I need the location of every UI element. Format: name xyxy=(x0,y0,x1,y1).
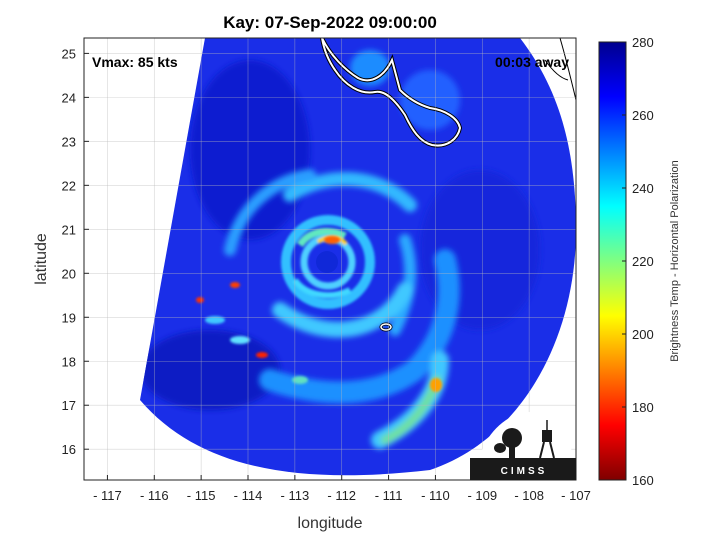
chart-title: Kay: 07-Sep-2022 09:00:00 xyxy=(223,13,437,32)
y-tick-label: 23 xyxy=(62,134,76,149)
x-tick-label: - 114 xyxy=(234,488,263,503)
colorbar-gradient xyxy=(598,41,627,481)
x-tick-label: - 112 xyxy=(327,488,356,503)
plot-area: - 117 - 116 - 115 - 114 - 113 - 112 - 111 - 110… xyxy=(62,37,591,503)
x-tick-label: - 117 xyxy=(93,488,122,503)
axes-box xyxy=(83,37,577,481)
microwave-swath xyxy=(140,38,576,476)
time-away-label: 00:03 away xyxy=(495,54,569,70)
colorbar-tick-label: 240 xyxy=(632,181,654,196)
x-axis-label: longitude xyxy=(298,515,363,532)
y-tick-label: 21 xyxy=(62,222,76,237)
y-tick-label: 25 xyxy=(62,46,76,61)
colorbar-label: Brightness Temp - Horizontal Polarizatio… xyxy=(669,160,681,362)
colorbar-tick-label: 200 xyxy=(632,327,654,342)
colorbar: 160 180 200 220 240 260 280 Brightness Temp - … xyxy=(598,35,681,488)
cimss-logo-text: CIMSS xyxy=(501,466,548,477)
colorbar-tick-label: 260 xyxy=(632,108,654,123)
y-tick-label: 22 xyxy=(62,178,76,193)
x-tick-label: - 107 xyxy=(561,488,591,503)
y-tick-label: 20 xyxy=(62,266,76,281)
colorbar-tick-label: 280 xyxy=(632,35,654,50)
x-tick-label: - 108 xyxy=(514,488,544,503)
y-ticks: 16 17 18 19 20 21 22 23 24 25 xyxy=(62,46,89,457)
coastline xyxy=(320,38,576,332)
x-tick-label: - 113 xyxy=(281,488,310,503)
y-tick-label: 19 xyxy=(62,310,76,325)
x-tick-label: - 115 xyxy=(187,488,216,503)
colorbar-ticks: 160 180 200 220 240 260 280 xyxy=(622,35,654,488)
x-tick-label: - 111 xyxy=(375,488,403,503)
y-axis-label: latitude xyxy=(33,233,50,285)
y-tick-label: 17 xyxy=(62,398,76,413)
colorbar-tick-label: 220 xyxy=(632,254,654,269)
storm-eye xyxy=(316,251,338,273)
x-tick-label: - 110 xyxy=(421,488,450,503)
x-ticks: - 117 - 116 - 115 - 114 - 113 - 112 - 111 - 110… xyxy=(93,475,591,503)
y-tick-label: 18 xyxy=(62,354,76,369)
vmax-label: Vmax: 85 kts xyxy=(92,54,178,70)
colorbar-tick-label: 180 xyxy=(632,400,654,415)
y-tick-label: 16 xyxy=(62,442,76,457)
x-tick-label: - 109 xyxy=(467,488,497,503)
colorbar-tick-label: 160 xyxy=(632,473,654,488)
x-tick-label: - 116 xyxy=(140,488,169,503)
y-tick-label: 24 xyxy=(62,90,76,105)
cimss-logo: CIMSS xyxy=(470,412,576,480)
